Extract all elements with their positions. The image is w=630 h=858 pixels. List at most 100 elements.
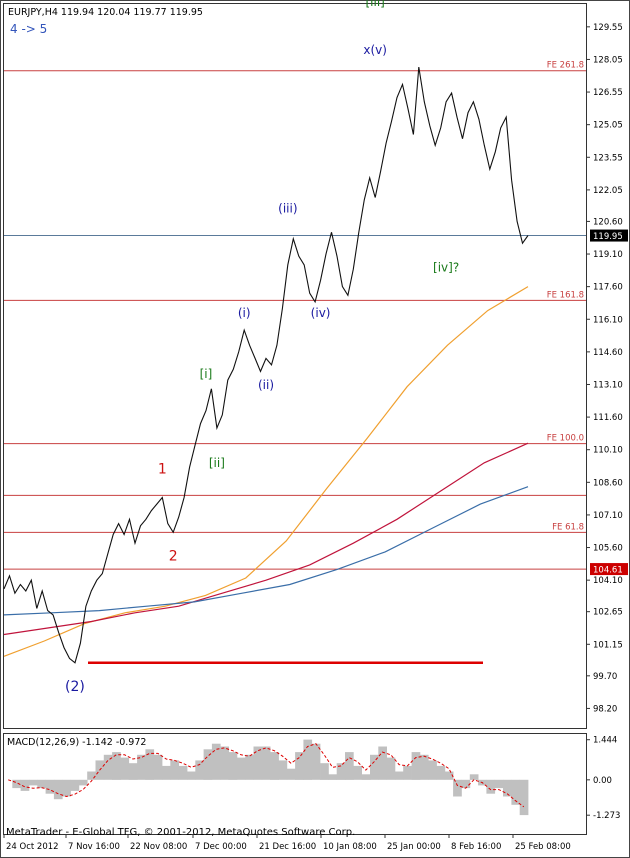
macd-bar <box>303 739 313 780</box>
y-tick-label: 98.20 <box>593 704 617 714</box>
wave-label: x(v) <box>363 43 387 57</box>
wave-label: [i] <box>200 367 213 381</box>
y-tick-label: 105.60 <box>593 544 623 554</box>
macd-bar <box>137 754 146 780</box>
macd-bar <box>53 779 63 800</box>
wave-label: (iii) <box>278 202 297 216</box>
y-tick-label: 120.60 <box>593 217 623 227</box>
macd-tick-label: 0.00 <box>593 776 612 786</box>
macd-bar <box>12 779 21 789</box>
macd-bar <box>70 779 80 791</box>
y-tick-label: 111.60 <box>593 413 623 423</box>
wave-label: 2 <box>169 549 178 565</box>
macd-bar <box>261 746 271 780</box>
macd-bar <box>270 752 279 780</box>
price-tag-label: 104.61 <box>593 566 623 576</box>
price-tag-label: 119.95 <box>593 232 623 242</box>
macd-bar <box>428 760 437 780</box>
macd-bar <box>519 779 529 816</box>
macd-bar <box>220 746 229 780</box>
macd-bar <box>195 760 204 780</box>
macd-bar <box>236 757 246 780</box>
wave-label: [iv]? <box>433 260 459 274</box>
macd-signal-line <box>8 743 525 808</box>
wave-label: (i) <box>238 306 251 320</box>
macd-bar <box>211 743 221 780</box>
y-tick-label: 119.10 <box>593 250 623 260</box>
y-tick-label: 99.70 <box>593 672 617 682</box>
macd-bar <box>503 779 512 797</box>
macd-bar <box>361 774 371 780</box>
symbol-header: EURJPY,H4 119.94 120.04 119.77 119.95 <box>8 7 203 18</box>
macd-bar <box>378 746 387 780</box>
y-tick-label: 102.65 <box>593 608 623 618</box>
x-tick-label: 7 Dec 00:00 <box>195 842 247 852</box>
macd-bar <box>153 754 163 780</box>
macd-bar <box>353 765 362 780</box>
level-label: FE 100.0 <box>547 434 584 444</box>
y-tick-label: 117.60 <box>593 283 623 293</box>
macd-bar <box>386 757 396 780</box>
wave-label: (ii) <box>258 378 274 392</box>
wave-label: [ii] <box>209 456 225 470</box>
wave-label: 1 <box>158 462 167 478</box>
y-tick-label: 110.10 <box>593 446 623 456</box>
wave-label: (2) <box>65 679 85 695</box>
macd-bar <box>78 779 88 786</box>
x-tick-label: 24 Oct 2012 <box>6 842 59 852</box>
macd-label: MACD(12,26,9) -1.142 -0.972 <box>7 737 146 748</box>
wave-label: (iv) <box>311 306 331 320</box>
macd-bar <box>394 771 404 780</box>
x-tick-label: 25 Jan 00:00 <box>387 842 441 852</box>
macd-bar <box>444 771 454 780</box>
x-tick-label: 7 Nov 16:00 <box>68 842 120 852</box>
y-tick-label: 125.05 <box>593 121 623 131</box>
macd-bar <box>286 768 296 780</box>
x-tick-label: 22 Nov 08:00 <box>130 842 187 852</box>
macd-bar <box>328 774 338 780</box>
y-tick-label: 128.05 <box>593 55 623 65</box>
macd-bar <box>436 765 446 780</box>
macd-bar <box>461 779 471 789</box>
level-label: FE 261.8 <box>547 61 584 71</box>
moving-average-3 <box>3 486 529 616</box>
y-tick-label: 126.55 <box>593 88 623 98</box>
y-tick-label: 129.55 <box>593 23 623 33</box>
macd-bar <box>345 752 354 780</box>
macd-bar <box>245 754 254 780</box>
macd-bar <box>253 746 263 780</box>
wave-label: [iii] <box>365 0 384 9</box>
macd-bar <box>103 754 113 780</box>
macd-bar <box>494 779 504 789</box>
price-series <box>3 67 529 664</box>
y-tick-label: 114.60 <box>593 348 623 358</box>
x-tick-label: 10 Jan 08:00 <box>323 842 377 852</box>
level-label: FE 61.8 <box>552 522 584 532</box>
macd-tick-label: -1.273 <box>593 811 620 821</box>
copyright-footer: MetaTrader - E-Global TFG, © 2001-2012, … <box>6 827 355 838</box>
macd-bar <box>128 763 138 780</box>
macd-bar <box>419 754 429 780</box>
macd-bar <box>295 752 304 780</box>
price-tag-box <box>590 229 628 242</box>
macd-bar <box>411 752 421 780</box>
macd-bar <box>203 749 213 780</box>
macd-bar <box>45 779 55 794</box>
macd-bar <box>228 752 238 780</box>
macd-bar <box>453 779 462 797</box>
macd-bar <box>311 743 321 780</box>
macd-bar <box>87 771 96 780</box>
macd-bar <box>29 779 38 786</box>
price-panel <box>3 3 587 729</box>
macd-bar <box>178 765 188 780</box>
macd-bar <box>370 754 379 780</box>
y-tick-label: 107.10 <box>593 511 623 521</box>
macd-bar <box>20 779 30 791</box>
y-tick-label: 122.05 <box>593 186 623 196</box>
wave-degree-label: 4 -> 5 <box>10 22 47 36</box>
macd-tick-label: 1.444 <box>593 736 617 746</box>
macd-bar <box>403 765 412 780</box>
macd-bar <box>62 779 71 797</box>
macd-bar <box>469 774 479 780</box>
